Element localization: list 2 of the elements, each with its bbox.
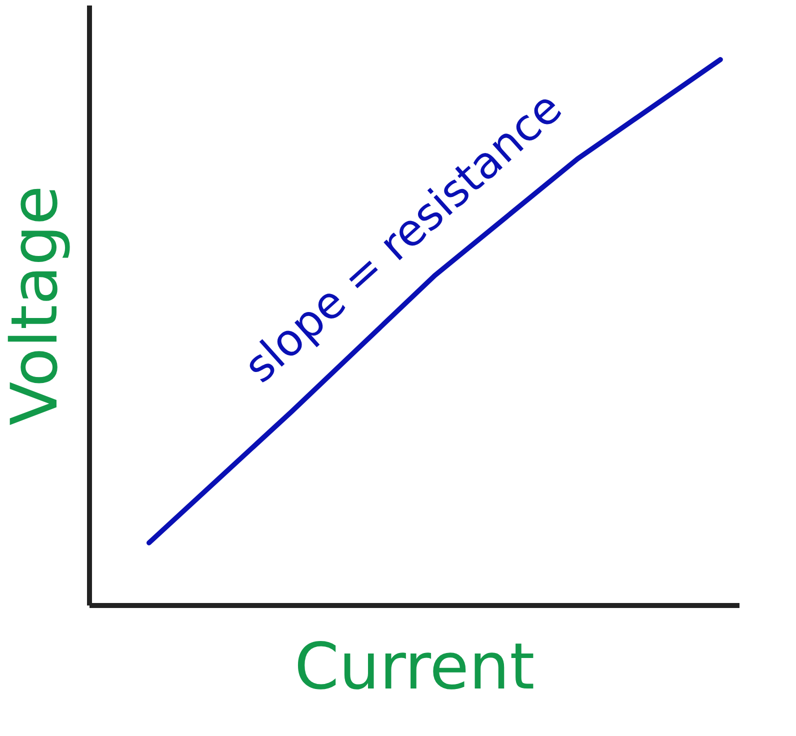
x-axis-title: Current	[294, 630, 535, 704]
y-axis-title: Voltage	[0, 185, 72, 426]
